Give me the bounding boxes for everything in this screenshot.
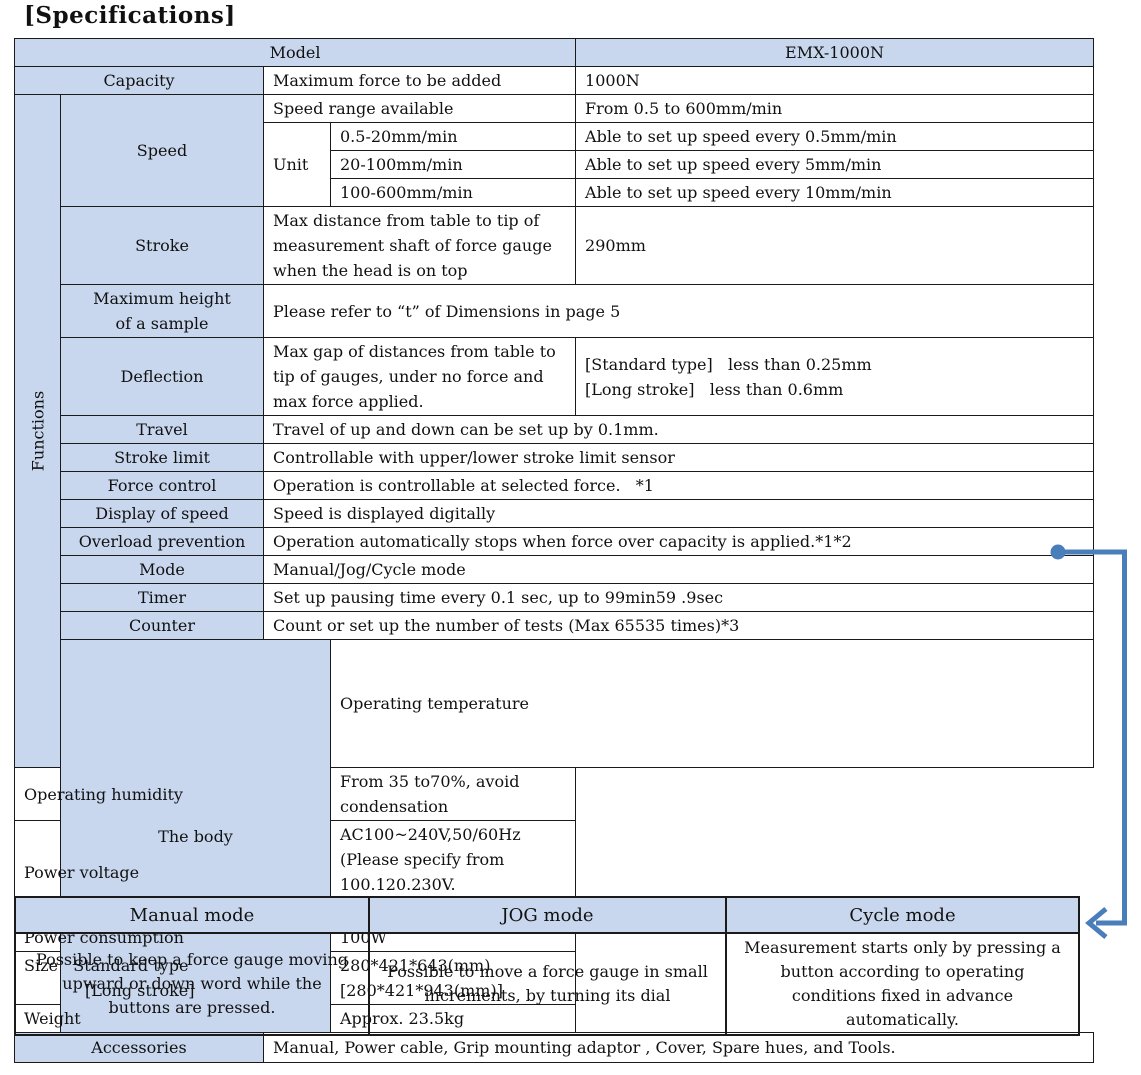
row-deflection: Deflection Max gap of distances from tab… xyxy=(15,337,1095,416)
speed-unit-value-3: Able to set up speed every 10mm/min xyxy=(575,178,1095,207)
row-force-control: Force control Operation is controllable … xyxy=(15,471,1095,500)
travel-label: Travel xyxy=(60,415,264,444)
deflection-desc: Max gap of distances from table to tip o… xyxy=(262,337,577,416)
row-mode-descriptions: Possible to keep a force gauge moving up… xyxy=(14,932,1080,1036)
row-counter: Counter Count or set up the number of te… xyxy=(15,611,1095,640)
operating-temperature-label: Operating temperature xyxy=(329,639,1095,768)
speed-unit-range-1: 0.5-20mm/min xyxy=(329,122,577,151)
speed-label: Speed xyxy=(60,94,264,207)
row-speed-unit-2: 20-100mm/min Able to set up speed every … xyxy=(15,150,1095,179)
row-max-height: Maximum height of a sample Please refer … xyxy=(15,284,1095,338)
row-capacity: Capacity Maximum force to be added 1000N xyxy=(14,66,1095,95)
speed-unit-label: Unit xyxy=(263,122,331,207)
modes-table: Manual mode JOG mode Cycle mode Possible… xyxy=(14,896,1080,1036)
capacity-value: 1000N xyxy=(575,66,1095,95)
deflection-label: Deflection xyxy=(60,337,264,416)
mode-value: Manual/Jog/Cycle mode xyxy=(262,555,1095,584)
row-travel: Travel Travel of up and down can be set … xyxy=(15,415,1095,444)
row-display-of-speed: Display of speed Speed is displayed digi… xyxy=(15,499,1095,528)
functions-group-label: Functions xyxy=(14,94,61,768)
speed-range-value: From 0.5 to 600mm/min xyxy=(575,94,1095,123)
force-control-label: Force control xyxy=(60,471,264,500)
row-operating-temperature: The body Operating temperature From 0 +4… xyxy=(15,639,1095,1033)
jog-mode-desc: Possible to move a force gauge in small … xyxy=(368,932,727,1036)
row-stroke: Stroke Max distance from table to tip of… xyxy=(15,206,1095,285)
row-speed-unit-1: Unit 0.5-20mm/min Able to set up speed e… xyxy=(15,122,1095,207)
max-height-label: Maximum height of a sample xyxy=(60,284,264,338)
stroke-limit-value: Controllable with upper/lower stroke lim… xyxy=(262,443,1095,472)
overload-prevention-value: Operation automatically stops when force… xyxy=(262,527,1095,556)
stroke-value: 290mm xyxy=(575,206,1095,285)
max-height-value: Please refer to “t” of Dimensions in pag… xyxy=(262,284,1095,338)
overload-prevention-label: Overload prevention xyxy=(60,527,264,556)
timer-value: Set up pausing time every 0.1 sec, up to… xyxy=(262,583,1095,612)
row-operating-humidity: Operating humidity From 35 to70%, avoid … xyxy=(14,767,1094,821)
operating-humidity-value: From 35 to70%, avoid condensation xyxy=(329,767,577,821)
force-control-value: Operation is controllable at selected fo… xyxy=(262,471,1095,500)
speed-unit-value-2: Able to set up speed every 5mm/min xyxy=(575,150,1095,179)
model-value-cell: EMX-1000N xyxy=(575,38,1095,67)
row-speed-unit-3: 100-600mm/min Able to set up speed every… xyxy=(15,178,1095,207)
cycle-mode-header: Cycle mode xyxy=(725,896,1080,934)
capacity-label: Capacity xyxy=(14,66,264,95)
accessories-label: Accessories xyxy=(14,1032,264,1063)
stroke-label: Stroke xyxy=(60,206,264,285)
mode-label: Mode xyxy=(60,555,264,584)
capacity-desc: Maximum force to be added xyxy=(262,66,577,95)
mode-to-cycle-arrow-icon xyxy=(1050,544,1127,940)
deflection-value: [Standard type] less than 0.25mm [Long s… xyxy=(575,337,1095,416)
speed-unit-value-1: Able to set up speed every 0.5mm/min xyxy=(575,122,1095,151)
stroke-desc: Max distance from table to tip of measur… xyxy=(262,206,577,285)
jog-mode-header: JOG mode xyxy=(368,896,727,934)
speed-unit-range-2: 20-100mm/min xyxy=(329,150,577,179)
row-timer: Timer Set up pausing time every 0.1 sec,… xyxy=(15,583,1095,612)
row-model: Model EMX-1000N xyxy=(13,38,1095,67)
cycle-mode-desc: Measurement starts only by pressing a bu… xyxy=(725,932,1080,1036)
row-overload-prevention: Overload prevention Operation automatica… xyxy=(15,527,1095,556)
counter-label: Counter xyxy=(60,611,264,640)
operating-humidity-label: Operating humidity xyxy=(14,767,264,821)
counter-value: Count or set up the number of tests (Max… xyxy=(262,611,1095,640)
footnotes: *1 Possible only when ZT series force ga… xyxy=(26,1031,1038,1075)
display-of-speed-value: Speed is displayed digitally xyxy=(262,499,1095,528)
travel-value: Travel of up and down can be set up by 0… xyxy=(262,415,1095,444)
row-accessories: Accessories Manual, Power cable, Grip mo… xyxy=(14,1032,1095,1063)
speed-unit-range-3: 100-600mm/min xyxy=(329,178,577,207)
row-stroke-limit: Stroke limit Controllable with upper/low… xyxy=(15,443,1095,472)
manual-mode-header: Manual mode xyxy=(14,896,370,934)
stroke-limit-label: Stroke limit xyxy=(60,443,264,472)
row-mode: Mode Manual/Jog/Cycle mode xyxy=(15,555,1095,584)
page-title: [Specifications] xyxy=(24,2,236,29)
display-of-speed-label: Display of speed xyxy=(60,499,264,528)
row-speed-range: Functions Speed Speed range available Fr… xyxy=(14,94,1095,768)
model-header-cell: Model xyxy=(13,38,577,67)
timer-label: Timer xyxy=(60,583,264,612)
functions-vertical-text: Functions xyxy=(28,390,47,472)
row-mode-headers: Manual mode JOG mode Cycle mode xyxy=(14,896,1080,934)
speed-range-desc: Speed range available xyxy=(262,94,577,123)
manual-mode-desc: Possible to keep a force gauge moving up… xyxy=(14,932,370,1036)
